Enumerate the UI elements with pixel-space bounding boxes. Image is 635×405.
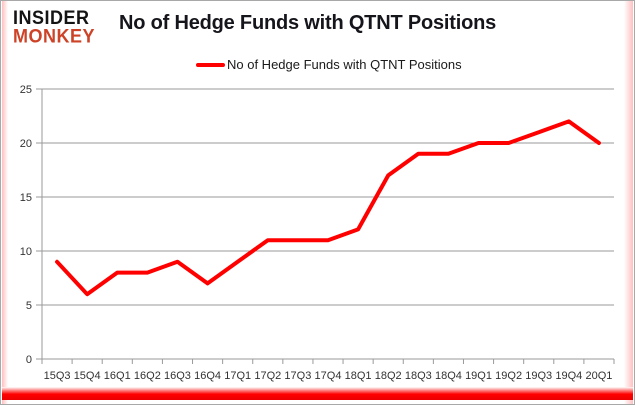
legend: No of Hedge Funds with QTNT Positions	[196, 57, 462, 72]
x-axis-label: 19Q4	[555, 370, 582, 382]
bottom-red-bar	[2, 387, 633, 400]
y-axis-label: 15	[20, 192, 32, 204]
x-axis-label: 17Q3	[284, 370, 311, 382]
y-axis-label: 5	[26, 300, 32, 312]
x-axis-label: 17Q4	[315, 370, 342, 382]
x-axis-label: 16Q4	[194, 370, 221, 382]
x-axis-label: 19Q1	[465, 370, 492, 382]
y-axis-label: 10	[20, 246, 32, 258]
chart-title: No of Hedge Funds with QTNT Positions	[119, 12, 497, 34]
x-axis-label: 19Q2	[495, 370, 522, 382]
logo-line2: MONKEY	[13, 25, 96, 47]
x-axis-label: 17Q1	[224, 370, 251, 382]
x-axis-label: 19Q3	[525, 370, 552, 382]
x-axis-label: 20Q1	[585, 370, 612, 382]
legend-line-swatch	[196, 62, 225, 67]
x-axis-label: 18Q3	[405, 370, 432, 382]
legend-label: No of Hedge Funds with QTNT Positions	[227, 57, 462, 72]
x-axis-label: 16Q1	[104, 370, 131, 382]
y-axis-label: 25	[20, 84, 32, 96]
logo-line1: INSIDER	[13, 6, 90, 29]
x-axis-label: 15Q4	[74, 370, 101, 382]
x-axis-label: 18Q1	[345, 370, 372, 382]
x-axis-label: 18Q4	[435, 370, 462, 382]
x-axis-label: 18Q2	[375, 370, 402, 382]
insider-monkey-logo: INSIDER MONKEY	[13, 6, 96, 47]
y-axis-label: 0	[26, 354, 32, 366]
y-axis-label: 20	[20, 138, 32, 150]
x-axis-label: 16Q3	[164, 370, 191, 382]
series-line	[55, 119, 601, 297]
x-axis-label: 15Q3	[44, 370, 71, 382]
x-axis-label: 17Q2	[254, 370, 281, 382]
x-axis-label: 16Q2	[134, 370, 161, 382]
